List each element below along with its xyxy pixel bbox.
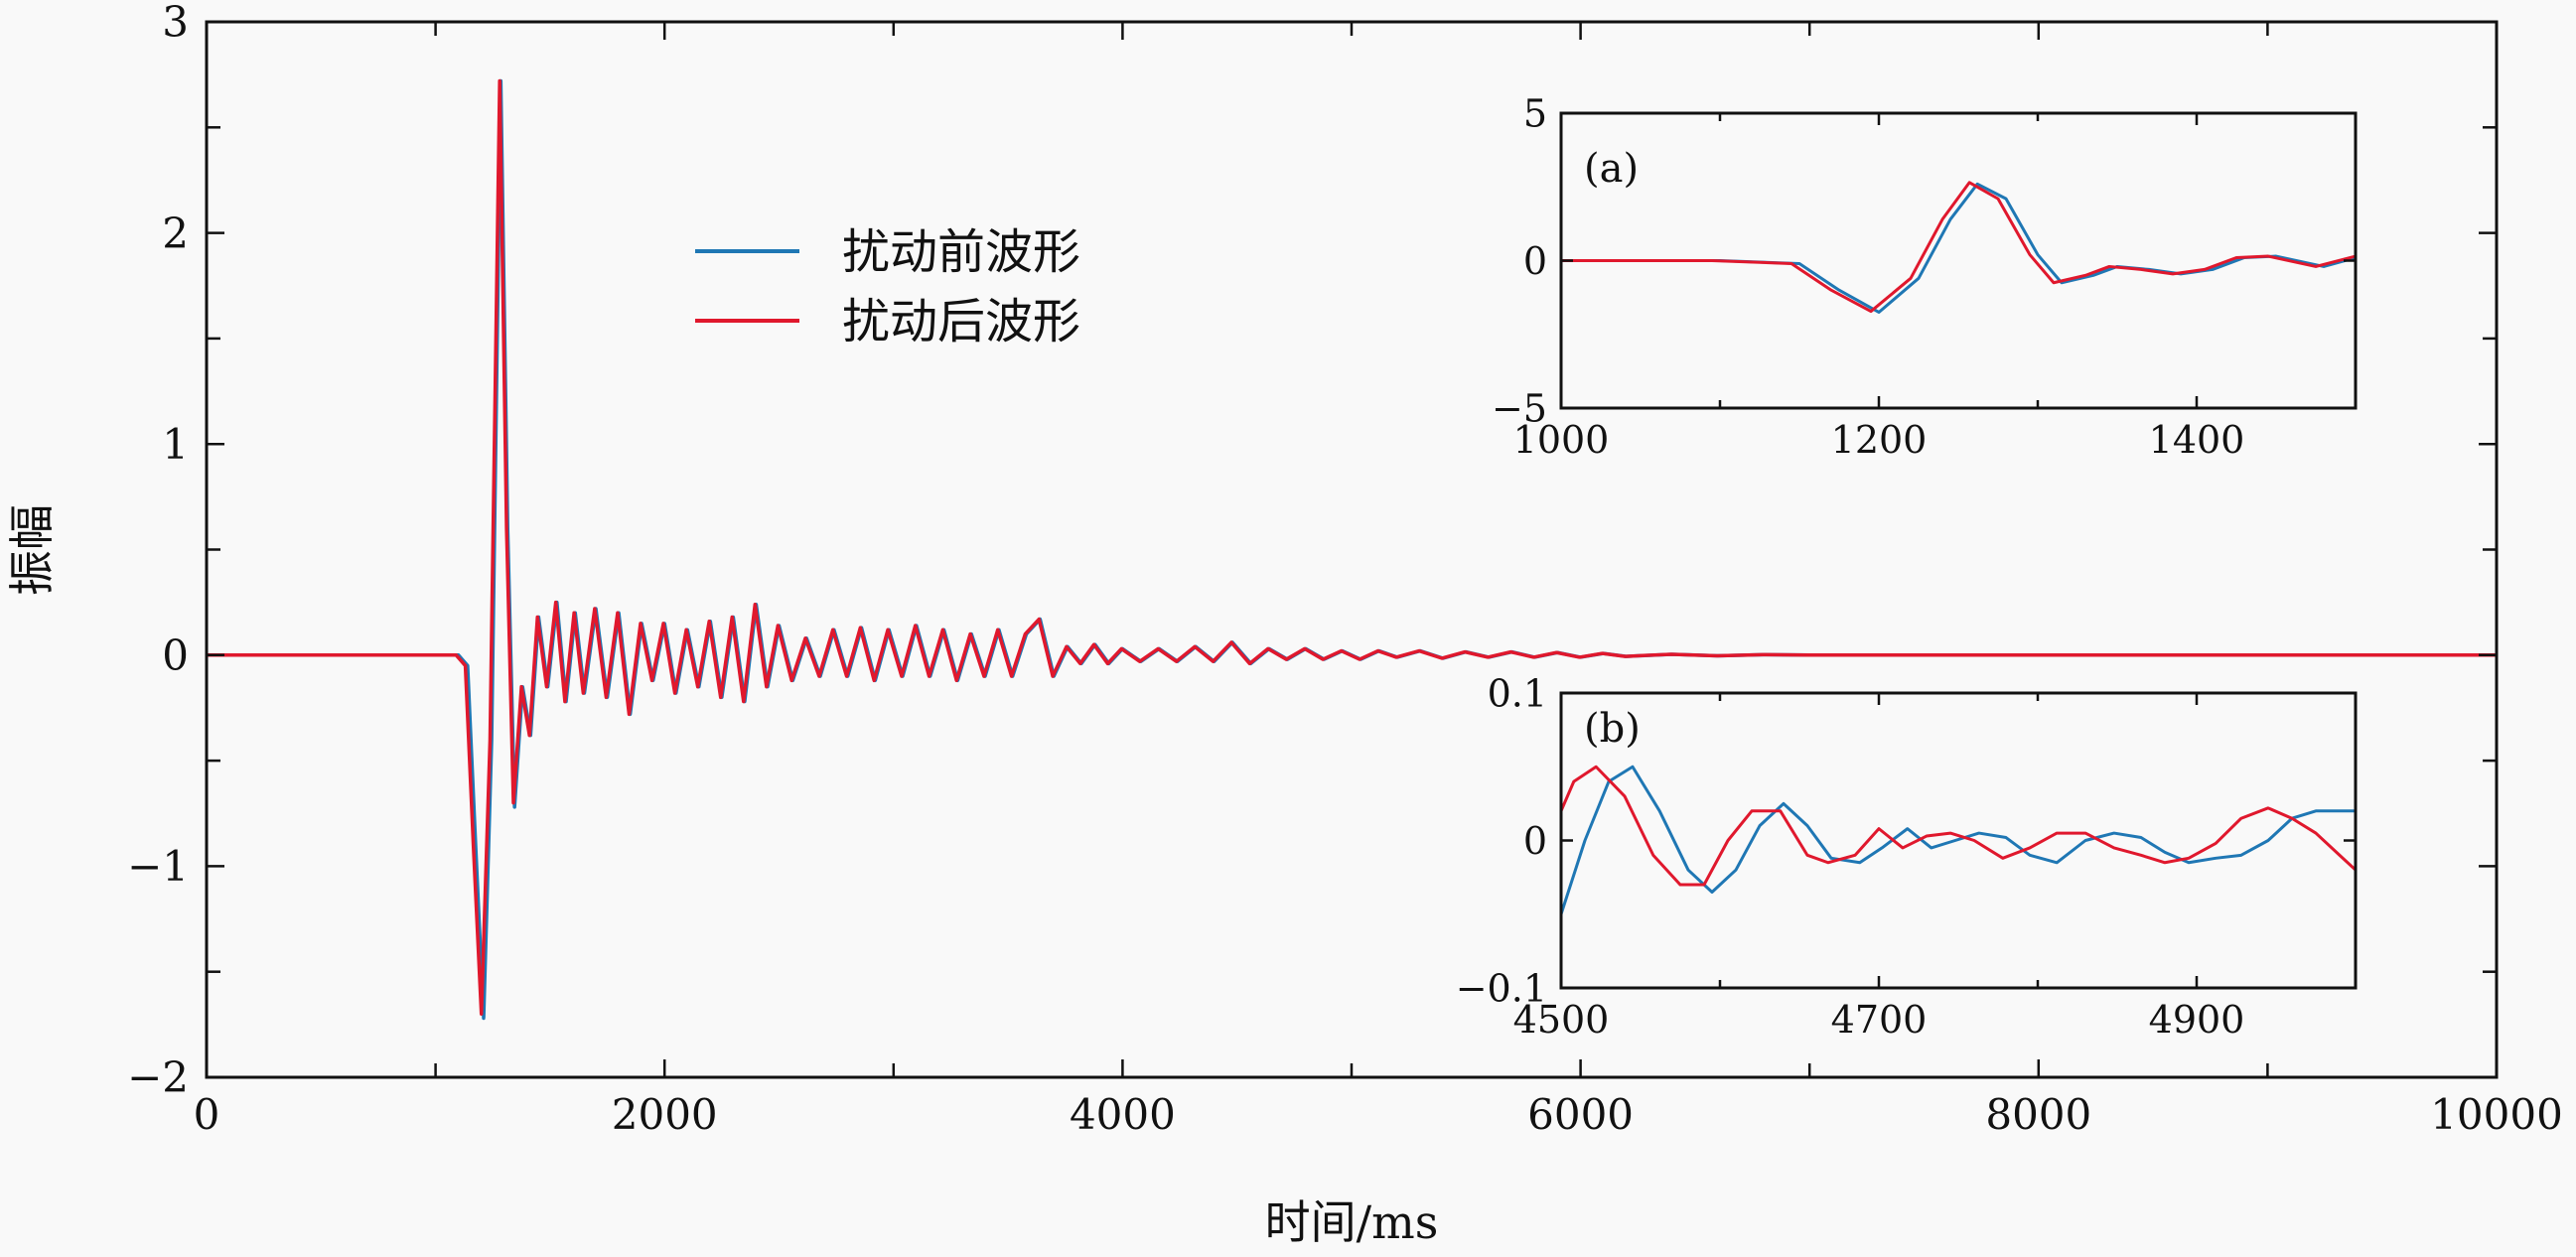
inset-b-xtick-label: 4500 bbox=[1513, 998, 1610, 1042]
inset-a-axis-ticks: 1000 1200 1400 −5 0 5 bbox=[1492, 91, 2358, 462]
inset-b-axis-ticks: 4500 4700 4900 −0.1 0 0.1 bbox=[1456, 671, 2358, 1042]
inset-a-ytick-label: 5 bbox=[1523, 91, 1547, 135]
legend-label-before: 扰动前波形 bbox=[842, 224, 1080, 280]
inset-a-annotation: (a) bbox=[1584, 146, 1639, 192]
inset-a-xtick-label: 1400 bbox=[2149, 418, 2245, 462]
main-xtick-label: 2000 bbox=[612, 1090, 718, 1139]
main-ytick-label: 2 bbox=[162, 209, 189, 257]
main-ytick-label: 1 bbox=[162, 420, 189, 469]
inset-b-series-after-line bbox=[1561, 765, 2356, 887]
inset-b-plot: 4500 4700 4900 −0.1 0 0.1 (b) bbox=[1456, 671, 2358, 1042]
main-ytick-label: 3 bbox=[162, 0, 189, 47]
main-series-after-line bbox=[207, 78, 2497, 1016]
inset-b-series-group bbox=[1561, 765, 2356, 916]
main-ytick-label: 0 bbox=[162, 631, 189, 680]
inset-b-xtick-label: 4900 bbox=[2149, 998, 2245, 1042]
inset-a-series-before-line bbox=[1561, 182, 2356, 314]
inset-a-plot: 1000 1200 1400 −5 0 5 (a) bbox=[1492, 91, 2358, 462]
inset-a-ytick-label: −5 bbox=[1492, 386, 1547, 430]
inset-b-series-before-line bbox=[1561, 765, 2356, 916]
main-ytick-label: −1 bbox=[127, 842, 189, 891]
main-ytick-label: −2 bbox=[127, 1053, 189, 1102]
inset-b-ytick-label: 0.1 bbox=[1488, 671, 1547, 715]
inset-a-xtick-label: 1000 bbox=[1513, 418, 1610, 462]
main-xlabel: 时间/ms bbox=[1265, 1195, 1439, 1249]
main-xtick-label: 6000 bbox=[1527, 1090, 1634, 1139]
main-xtick-label: 8000 bbox=[1985, 1090, 2091, 1139]
inset-b-ytick-label: 0 bbox=[1523, 819, 1547, 863]
inset-a-series-after-line bbox=[1561, 181, 2356, 314]
main-xtick-label: 10000 bbox=[2430, 1090, 2563, 1139]
main-ylabel: 振幅 bbox=[5, 504, 59, 596]
legend-label-after: 扰动后波形 bbox=[842, 294, 1080, 349]
inset-b-annotation: (b) bbox=[1584, 706, 1641, 752]
main-xtick-label: 0 bbox=[194, 1090, 220, 1139]
legend: 扰动前波形 扰动后波形 bbox=[695, 224, 1080, 349]
inset-a-xtick-label: 1200 bbox=[1831, 418, 1928, 462]
inset-b-ytick-label: −0.1 bbox=[1456, 966, 1547, 1010]
main-series-group bbox=[207, 78, 2497, 1021]
inset-a-series-group bbox=[1561, 181, 2356, 314]
inset-a-ytick-label: 0 bbox=[1523, 239, 1547, 283]
inset-b-xtick-label: 4700 bbox=[1831, 998, 1928, 1042]
main-xtick-label: 4000 bbox=[1070, 1090, 1176, 1139]
